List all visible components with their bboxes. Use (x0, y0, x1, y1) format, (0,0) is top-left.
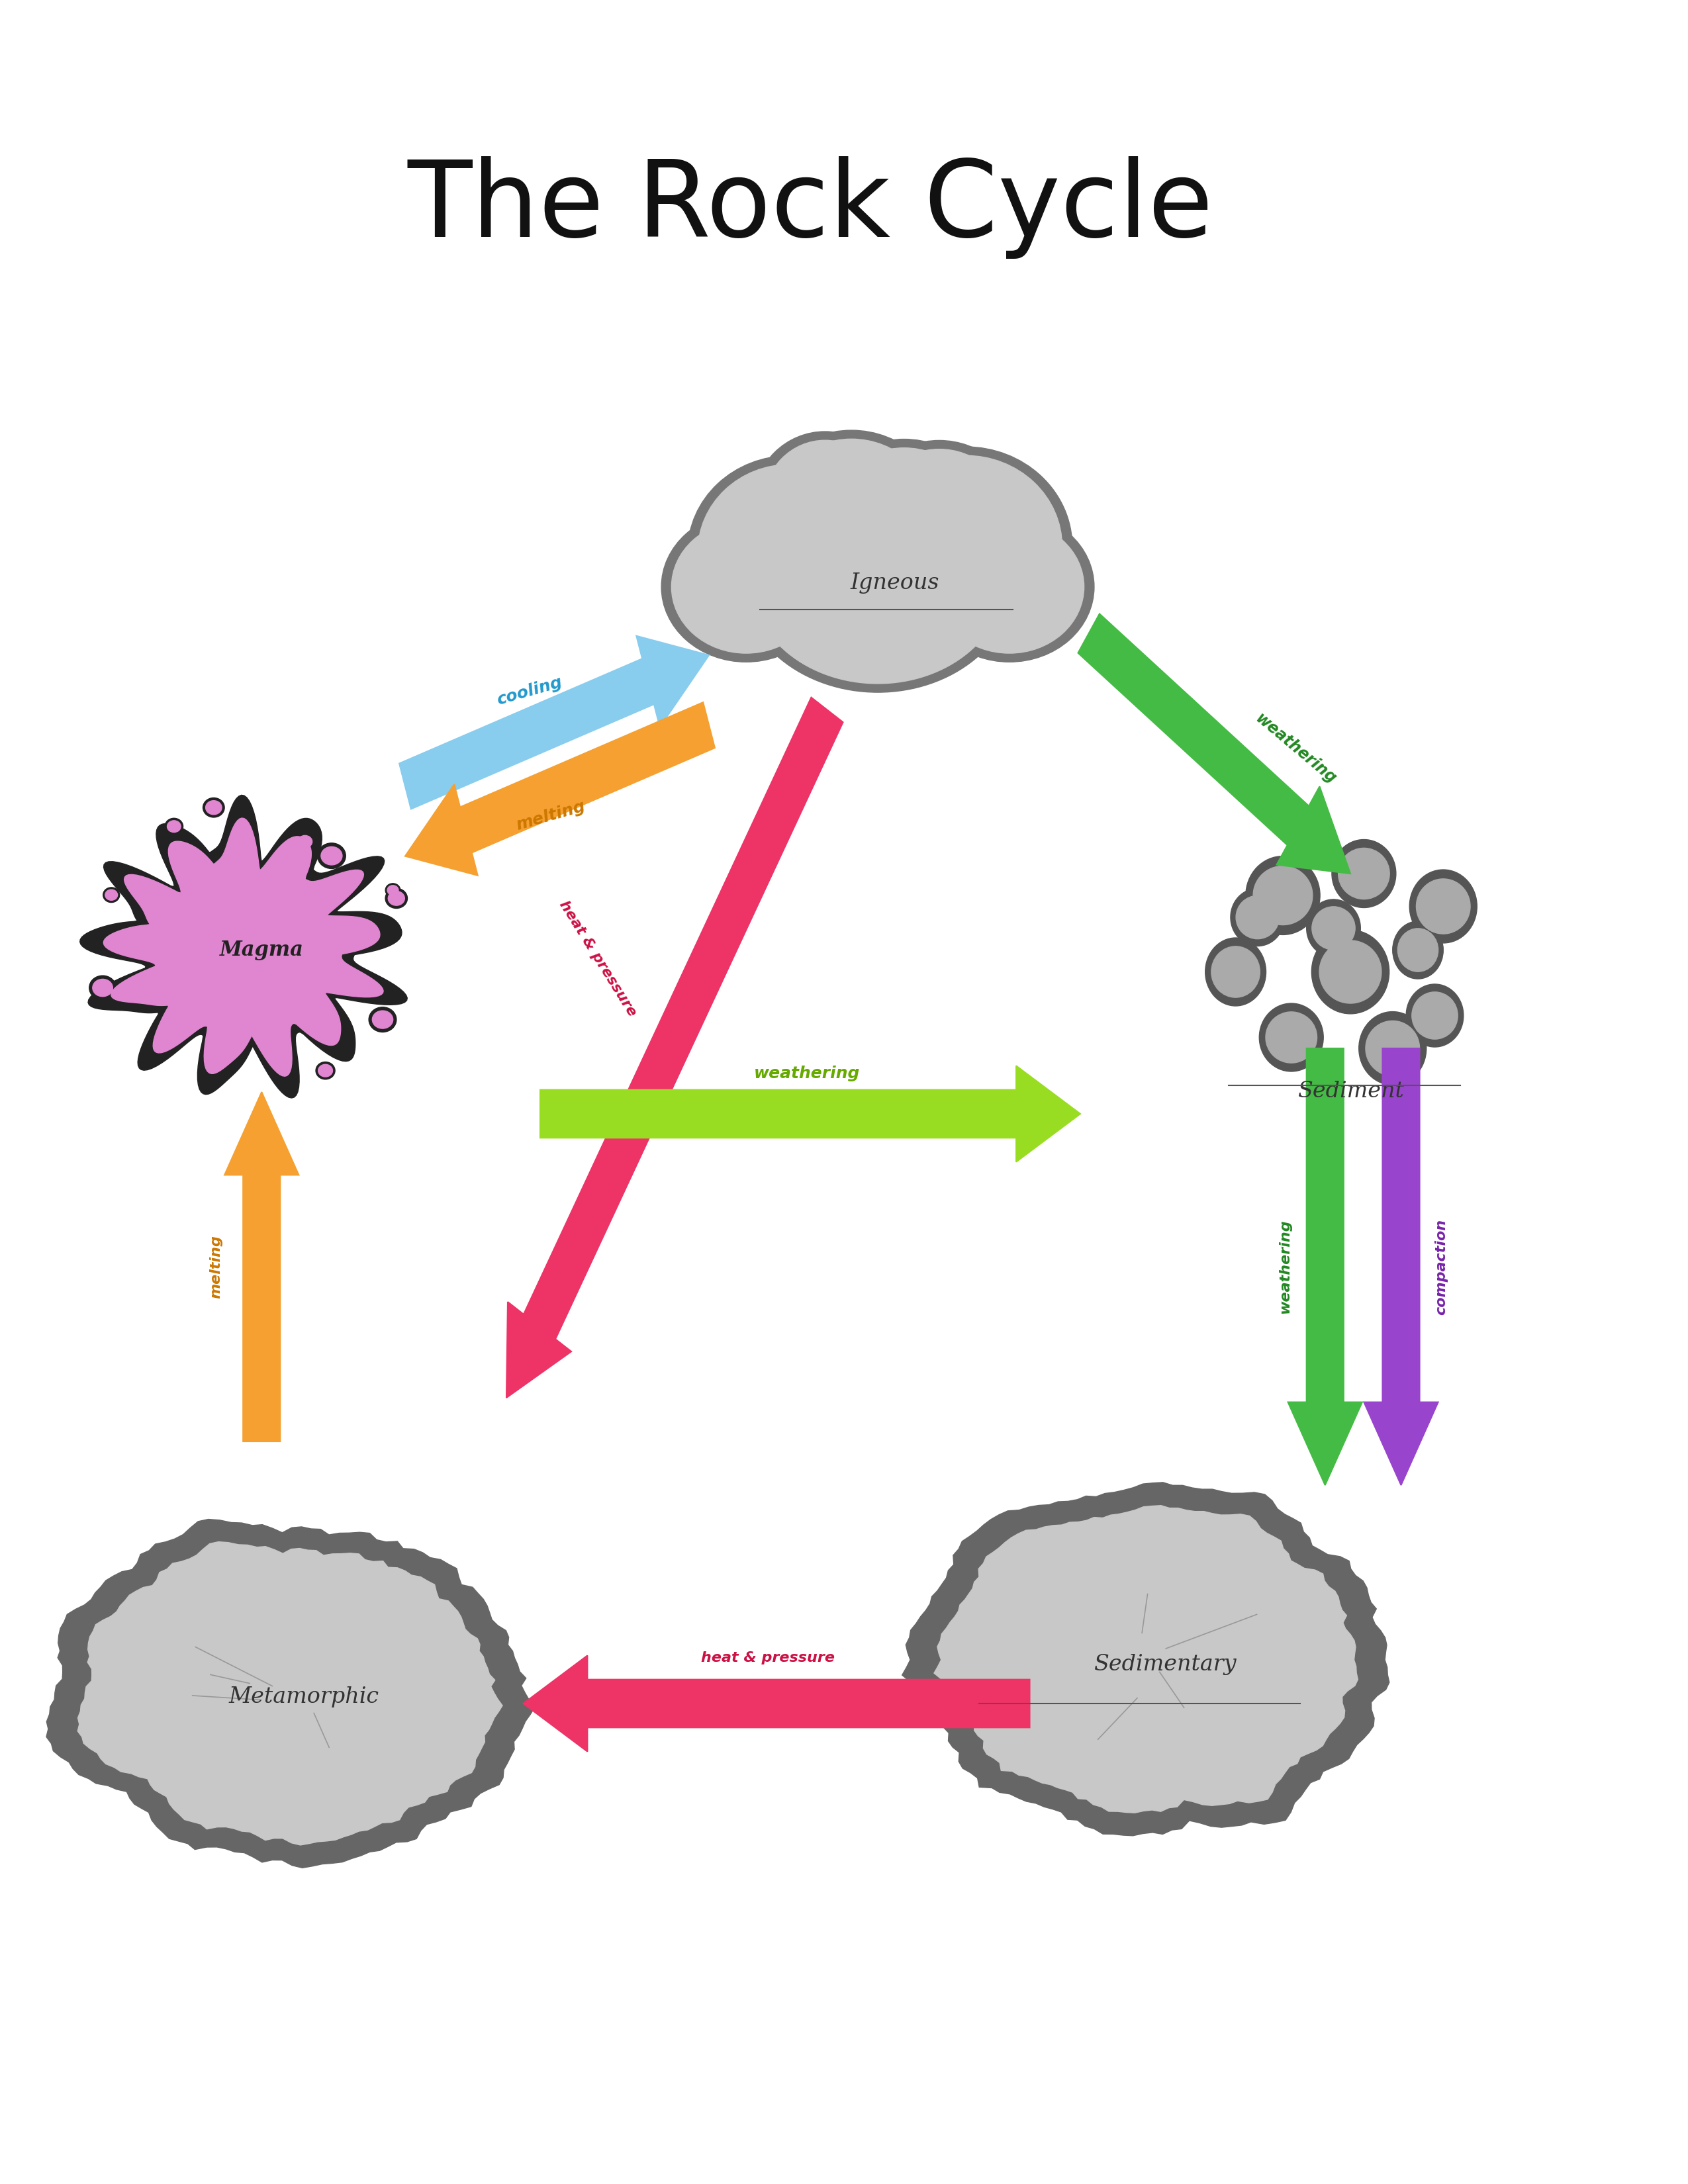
FancyArrow shape (506, 697, 842, 1398)
Ellipse shape (825, 448, 982, 601)
Ellipse shape (1307, 900, 1361, 957)
FancyArrow shape (540, 1066, 1080, 1162)
Polygon shape (78, 1542, 503, 1845)
Ellipse shape (741, 465, 1014, 692)
Text: heat & pressure: heat & pressure (701, 1651, 836, 1664)
Ellipse shape (697, 465, 883, 640)
FancyArrow shape (1364, 1048, 1438, 1485)
Ellipse shape (1416, 878, 1470, 935)
Ellipse shape (295, 832, 314, 850)
Text: Igneous: Igneous (851, 572, 939, 594)
Ellipse shape (662, 511, 830, 662)
Ellipse shape (316, 1061, 334, 1079)
Ellipse shape (93, 978, 113, 996)
Text: Metamorphic: Metamorphic (228, 1686, 380, 1708)
Ellipse shape (753, 432, 896, 574)
FancyArrow shape (1079, 614, 1350, 874)
Polygon shape (901, 1483, 1389, 1837)
Text: The Rock Cycle: The Rock Cycle (407, 157, 1214, 258)
Text: Sedimentary: Sedimentary (1094, 1653, 1236, 1675)
Polygon shape (933, 1505, 1357, 1813)
Ellipse shape (203, 797, 225, 817)
Text: cooling: cooling (495, 675, 564, 708)
Ellipse shape (1359, 1011, 1426, 1085)
Ellipse shape (1312, 906, 1355, 950)
Ellipse shape (368, 1007, 397, 1033)
Ellipse shape (763, 526, 993, 673)
Ellipse shape (1393, 922, 1443, 978)
Text: heat & pressure: heat & pressure (557, 898, 638, 1020)
Text: Sediment: Sediment (1296, 1081, 1404, 1103)
Ellipse shape (1398, 928, 1438, 972)
FancyArrow shape (225, 1092, 299, 1441)
Ellipse shape (1212, 946, 1259, 998)
Ellipse shape (1406, 985, 1463, 1046)
Ellipse shape (1236, 895, 1280, 939)
Ellipse shape (317, 843, 346, 869)
Ellipse shape (385, 889, 407, 909)
Polygon shape (79, 795, 407, 1099)
Ellipse shape (297, 836, 312, 847)
Text: melting: melting (209, 1234, 223, 1299)
Ellipse shape (869, 456, 1062, 638)
Ellipse shape (319, 1064, 333, 1077)
Ellipse shape (1231, 889, 1285, 946)
Polygon shape (103, 819, 383, 1077)
Ellipse shape (873, 450, 1004, 568)
Ellipse shape (758, 430, 945, 609)
Ellipse shape (925, 511, 1094, 662)
Ellipse shape (1259, 1002, 1323, 1072)
Ellipse shape (89, 976, 116, 1000)
Ellipse shape (863, 441, 1014, 577)
Ellipse shape (768, 439, 935, 601)
Ellipse shape (1312, 930, 1389, 1013)
Ellipse shape (373, 1011, 393, 1029)
Text: weathering: weathering (1252, 710, 1340, 786)
Ellipse shape (1366, 1020, 1420, 1077)
FancyArrow shape (523, 1655, 1030, 1752)
Ellipse shape (763, 441, 886, 566)
Ellipse shape (1409, 869, 1477, 943)
FancyArrow shape (1288, 1048, 1362, 1485)
Ellipse shape (165, 819, 182, 834)
Ellipse shape (1411, 992, 1458, 1040)
Ellipse shape (815, 439, 993, 609)
Ellipse shape (385, 882, 400, 898)
Text: weathering: weathering (755, 1066, 859, 1081)
Ellipse shape (388, 891, 405, 906)
Ellipse shape (753, 518, 1003, 681)
FancyArrow shape (405, 703, 714, 876)
Ellipse shape (687, 456, 893, 649)
Ellipse shape (935, 520, 1084, 653)
Text: Magma: Magma (219, 939, 304, 961)
Ellipse shape (859, 448, 1072, 646)
Ellipse shape (751, 474, 1004, 684)
Ellipse shape (1246, 856, 1320, 935)
Ellipse shape (105, 889, 118, 900)
Text: weathering: weathering (1278, 1219, 1291, 1315)
Ellipse shape (167, 821, 181, 832)
Ellipse shape (1252, 865, 1313, 924)
Ellipse shape (103, 887, 120, 902)
Ellipse shape (1266, 1011, 1317, 1064)
Ellipse shape (206, 802, 221, 815)
Text: melting: melting (515, 797, 587, 832)
FancyArrow shape (400, 636, 709, 808)
Ellipse shape (1339, 847, 1389, 900)
Ellipse shape (321, 847, 343, 865)
Ellipse shape (1332, 839, 1396, 909)
Ellipse shape (1205, 937, 1266, 1007)
Ellipse shape (672, 520, 820, 653)
Polygon shape (46, 1520, 535, 1867)
Text: compaction: compaction (1435, 1219, 1448, 1315)
Ellipse shape (387, 885, 398, 895)
Ellipse shape (1320, 941, 1381, 1002)
